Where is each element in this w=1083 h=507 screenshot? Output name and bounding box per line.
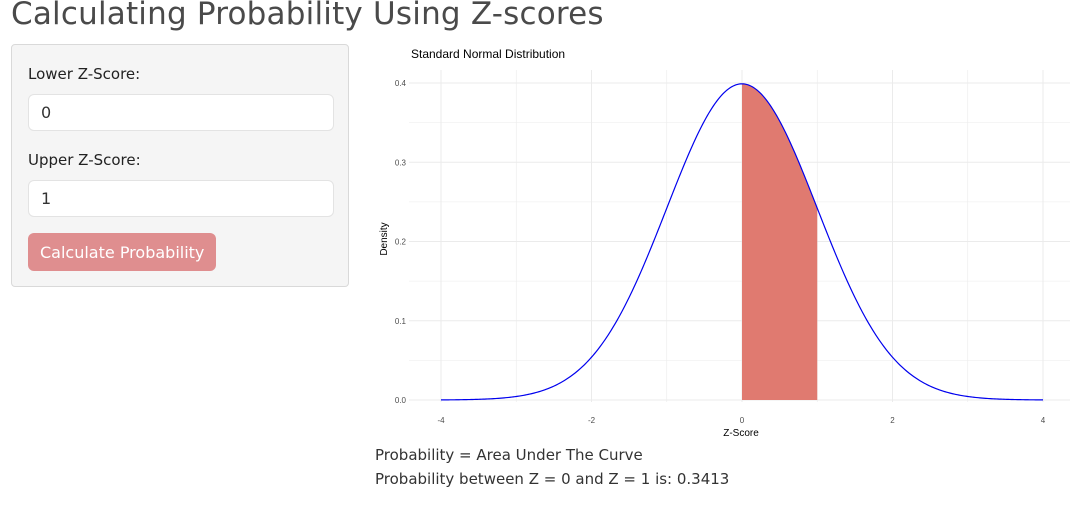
lower-z-input[interactable] xyxy=(28,94,334,131)
y-tick-label: 0.0 xyxy=(395,396,407,405)
probability-result: Probability between Z = 0 and Z = 1 is: … xyxy=(375,470,730,488)
sidebar-panel: Lower Z-Score: Upper Z-Score: Calculate … xyxy=(11,44,349,287)
y-axis-label: Density xyxy=(379,222,390,255)
x-tick-label: 0 xyxy=(740,416,745,425)
y-tick-label: 0.4 xyxy=(395,79,407,88)
calculate-probability-button[interactable]: Calculate Probability xyxy=(28,233,217,271)
normal-distribution-chart: -4 -2 0 2 4 0.0 0.1 0.2 0.3 0.4 Standard Normal D… xyxy=(379,47,1070,439)
x-tick-label: -4 xyxy=(437,416,445,425)
density-curve xyxy=(441,83,1043,401)
lower-z-label: Lower Z-Score: xyxy=(28,65,141,83)
shaded-probability-area xyxy=(742,83,818,400)
page-title: Calculating Probability Using Z-scores xyxy=(11,0,604,32)
chart-title: Standard Normal Distribution xyxy=(411,47,565,61)
plot-area: -4 -2 0 2 4 0.0 0.1 0.2 0.3 0.4 Standard Normal D… xyxy=(372,40,1072,449)
x-tick-label: 2 xyxy=(890,416,895,425)
y-tick-label: 0.1 xyxy=(395,317,407,326)
result-caption: Probability = Area Under The Curve xyxy=(375,446,643,464)
upper-z-input[interactable] xyxy=(28,180,334,217)
upper-z-label: Upper Z-Score: xyxy=(28,151,141,169)
x-tick-label: -2 xyxy=(588,416,596,425)
x-axis-label: Z-Score xyxy=(723,428,759,439)
x-tick-label: 4 xyxy=(1041,416,1046,425)
y-tick-label: 0.3 xyxy=(395,158,407,167)
y-tick-label: 0.2 xyxy=(395,238,407,247)
